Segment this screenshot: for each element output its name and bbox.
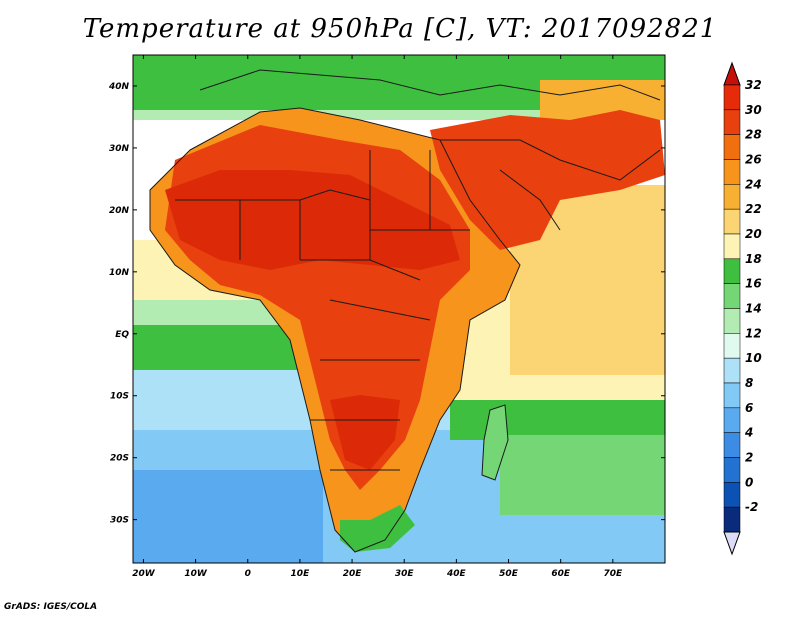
lon-label: 20E — [343, 569, 363, 579]
grads-credit: GrADS: IGES/COLA — [4, 602, 98, 612]
colorbar-swatch — [723, 308, 741, 334]
colorbar-swatch — [723, 184, 741, 210]
lat-label: 40N — [108, 82, 130, 92]
lat-axis: 40N 30N 20N 10N EQ 10S 20S 30S — [108, 82, 665, 526]
atlantic-green — [133, 325, 308, 370]
colorbar-swatch — [723, 432, 741, 458]
map-title: Temperature at 950hPa [C], VT: 201709282… — [82, 14, 718, 44]
colorbar-swatch — [723, 134, 741, 160]
lat-label: EQ — [115, 330, 129, 340]
colorbar-swatch — [723, 333, 741, 359]
colorbar-label: 16 — [745, 277, 762, 291]
colorbar-label: 6 — [745, 401, 753, 415]
colorbar-swatch — [723, 407, 741, 433]
lon-label: 60E — [551, 569, 571, 579]
colorbar-swatch — [723, 457, 741, 483]
lat-label: 20N — [109, 206, 130, 216]
colorbar-label: -2 — [745, 500, 758, 514]
lon-label: 30E — [395, 569, 415, 579]
colorbar-label: 8 — [745, 376, 753, 390]
colorbar-label: 2 — [745, 451, 753, 465]
colorbar-label: 10 — [745, 351, 762, 365]
lon-label: 70E — [603, 569, 623, 579]
lat-label: 20S — [110, 454, 129, 464]
colorbar-label: 12 — [745, 326, 762, 340]
lon-axis: 20W 10W 0 10E 20E 30E 40E 50E 60E 70E — [132, 55, 623, 579]
colorbar-label: 4 — [744, 426, 753, 440]
colorbar-swatch — [723, 159, 741, 185]
colorbar-label: 32 — [745, 78, 762, 92]
lon-label: 10E — [291, 569, 311, 579]
colorbar-label: 0 — [745, 475, 753, 489]
colorbar-label: 26 — [745, 153, 762, 167]
country-borders — [149, 69, 661, 553]
lat-label: 30S — [110, 516, 129, 526]
colorbar-label: 20 — [745, 227, 762, 241]
colorbar-swatch — [723, 482, 741, 508]
madagascar — [482, 405, 508, 480]
sahara-deep-red — [165, 170, 460, 270]
lon-label: 10W — [184, 569, 208, 579]
lon-label: 0 — [245, 569, 251, 579]
map-frame — [132, 54, 666, 564]
colorbar-swatch — [723, 382, 741, 409]
colorbar-swatch — [723, 283, 741, 309]
colorbar-label: 28 — [745, 128, 762, 142]
ocean-band-southern-edge — [133, 470, 323, 563]
lon-label: 20W — [132, 569, 156, 579]
colorbar-swatch — [723, 506, 741, 533]
lat-label: 30N — [109, 144, 130, 154]
temperature-field — [133, 55, 665, 563]
eastern-ocean-green — [500, 435, 665, 515]
lat-label: 10N — [109, 268, 130, 278]
colorbar-swatch — [723, 84, 741, 111]
arabia-red — [430, 110, 665, 250]
colorbar-swatch — [723, 109, 741, 135]
colorbar-label: 24 — [745, 177, 762, 191]
southern-tip-green — [340, 505, 415, 552]
colorbar-label: 22 — [745, 202, 762, 216]
lat-label: 10S — [110, 392, 129, 402]
colorbar-top-arrow — [723, 61, 741, 86]
southern-africa-red — [330, 395, 400, 470]
colorbar-label: 30 — [745, 103, 762, 117]
colorbar-swatch — [723, 357, 741, 384]
colorbar-swatch — [723, 258, 741, 284]
colorbar-swatch — [723, 208, 741, 235]
asia-amber — [540, 80, 665, 120]
colorbar-label: 14 — [745, 302, 762, 316]
colorbar-swatch — [723, 233, 741, 260]
lon-label: 50E — [499, 569, 519, 579]
lon-label: 40E — [446, 569, 467, 579]
colorbar-bottom-arrow — [723, 531, 741, 556]
indian-ocean-green — [450, 400, 665, 440]
colorbar-label: 18 — [745, 252, 762, 266]
